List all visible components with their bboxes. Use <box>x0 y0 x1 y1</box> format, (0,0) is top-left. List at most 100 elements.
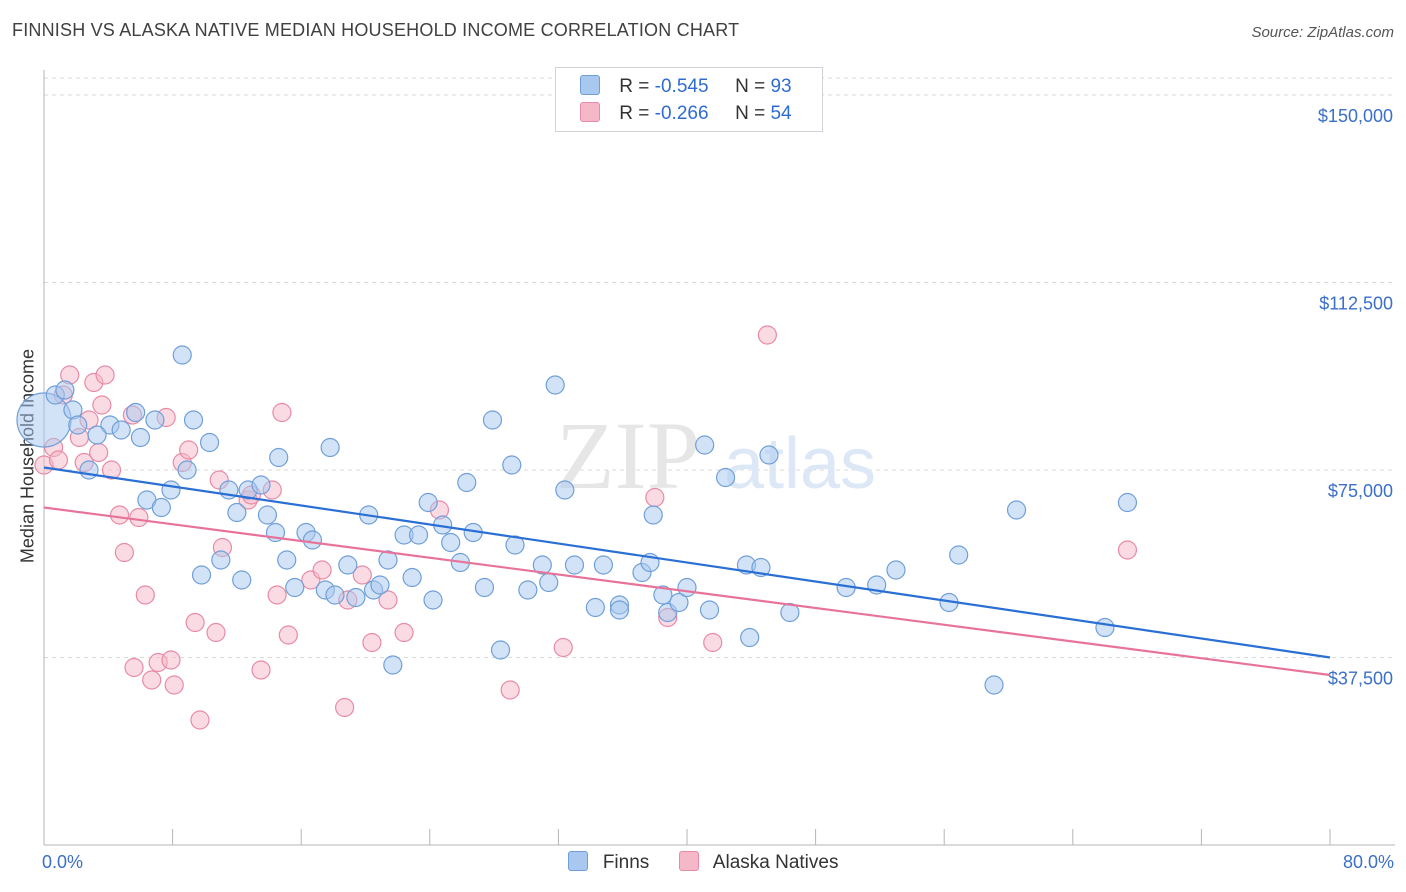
alaska-natives-point <box>394 622 414 643</box>
finns-point <box>555 480 575 500</box>
series-legend-finns[interactable]: Finns <box>567 851 650 874</box>
finns-point <box>302 530 323 550</box>
alaska-natives-point <box>206 622 226 643</box>
finns-point <box>191 565 212 585</box>
y-tick-label: $150,000 <box>1318 106 1393 126</box>
alaska-natives-point <box>89 442 109 463</box>
alaska-natives-trend-line <box>43 506 1331 677</box>
alaska-natives-point <box>142 670 162 690</box>
alaska-natives-point <box>278 625 298 645</box>
finns-points <box>16 345 1138 695</box>
finns-point <box>423 590 443 610</box>
alaska-natives-point <box>92 395 112 415</box>
alaska-natives-point <box>267 585 287 605</box>
alaska-natives-point <box>129 507 149 528</box>
finns-point <box>715 467 736 488</box>
alaska-natives-point <box>164 675 184 695</box>
alaska-natives-point <box>1117 540 1138 560</box>
finns-point <box>564 555 585 575</box>
alaska-natives-point <box>272 402 292 423</box>
finns-point <box>539 572 559 593</box>
finns-point <box>653 585 673 605</box>
axes <box>43 70 1395 846</box>
y-tick-label: $37,500 <box>1328 669 1393 689</box>
chart-title: FINNISH VS ALASKA NATIVE MEDIAN HOUSEHOL… <box>12 20 740 40</box>
finns-point <box>199 432 220 453</box>
finns-point <box>68 415 88 435</box>
x-tick-label-min: 0.0% <box>42 852 84 872</box>
legend-swatch-finns <box>580 75 600 95</box>
alaska-natives-point <box>352 565 372 585</box>
finns-point <box>585 597 605 618</box>
legend-row-alaska: R = -0.266 N = 54 <box>580 102 792 128</box>
alaska-natives-point <box>48 450 69 470</box>
finns-point <box>285 577 305 598</box>
finns-point <box>474 577 495 598</box>
finns-point <box>378 550 398 570</box>
finns-point <box>177 460 197 480</box>
legend-n-value: 54 <box>770 103 792 124</box>
finns-point <box>780 602 800 623</box>
finns-point <box>277 550 297 570</box>
alaska-natives-point <box>703 632 723 653</box>
watermark-zip: ZIP <box>556 402 700 509</box>
finns-point <box>87 425 107 445</box>
finns-point <box>346 587 366 608</box>
finns-point <box>502 455 522 475</box>
alaska-natives-point <box>645 487 665 508</box>
alaska-natives-point <box>378 590 398 610</box>
finns-point <box>949 545 969 565</box>
finns-point <box>532 555 552 575</box>
alaska-natives-point <box>135 585 155 605</box>
finns-point <box>402 567 422 588</box>
finns-point <box>669 592 689 613</box>
finns-point <box>457 472 477 493</box>
legend-r-label: R = <box>619 76 655 97</box>
finns-point <box>886 560 906 580</box>
series-swatch-finns <box>567 851 588 871</box>
alaska-natives-point <box>95 365 115 385</box>
finns-point <box>1117 492 1138 513</box>
alaska-natives-point <box>335 697 355 718</box>
series-label-finns: Finns <box>602 852 650 873</box>
finns-point <box>695 435 715 455</box>
series-legend-alaska[interactable]: Alaska Natives <box>678 851 839 874</box>
legend-n-label: N = <box>735 76 771 97</box>
finns-point <box>518 580 538 600</box>
series-label-alaska: Alaska Natives <box>712 852 839 873</box>
finns-point <box>418 492 438 513</box>
alaska-natives-point <box>185 612 205 633</box>
legend-n-label: N = <box>735 103 771 124</box>
finns-point <box>211 550 231 570</box>
finns-point <box>325 585 345 605</box>
finns-point <box>408 525 429 545</box>
alaska-natives-point <box>109 505 130 525</box>
finns-point <box>441 532 461 553</box>
finns-point <box>151 497 171 518</box>
legend-row-finns: R = -0.545 N = 93 <box>580 75 792 101</box>
finns-point <box>740 627 760 648</box>
legend-r-value: -0.266 <box>654 103 709 124</box>
alaska-natives-point <box>114 542 134 563</box>
legend-swatch-alaska <box>580 102 600 122</box>
trend-lines <box>43 466 1331 677</box>
finns-point <box>79 460 99 480</box>
finns-point <box>609 600 630 620</box>
finns-point <box>1006 500 1027 520</box>
alaska-natives-point <box>179 440 199 460</box>
finns-point <box>172 345 192 365</box>
alaska-natives-point <box>362 632 382 653</box>
finns-point <box>643 505 663 525</box>
finns-point <box>482 410 503 430</box>
finns-point <box>161 480 181 500</box>
legend-n-value: 93 <box>770 76 792 97</box>
alaska-natives-point <box>124 657 144 678</box>
alaska-natives-point <box>553 637 573 658</box>
finns-point <box>269 447 289 468</box>
finns-point <box>984 675 1004 695</box>
finns-point <box>370 575 390 595</box>
finns-point <box>111 420 131 440</box>
alaska-natives-point <box>251 660 271 680</box>
finns-point <box>251 475 271 495</box>
